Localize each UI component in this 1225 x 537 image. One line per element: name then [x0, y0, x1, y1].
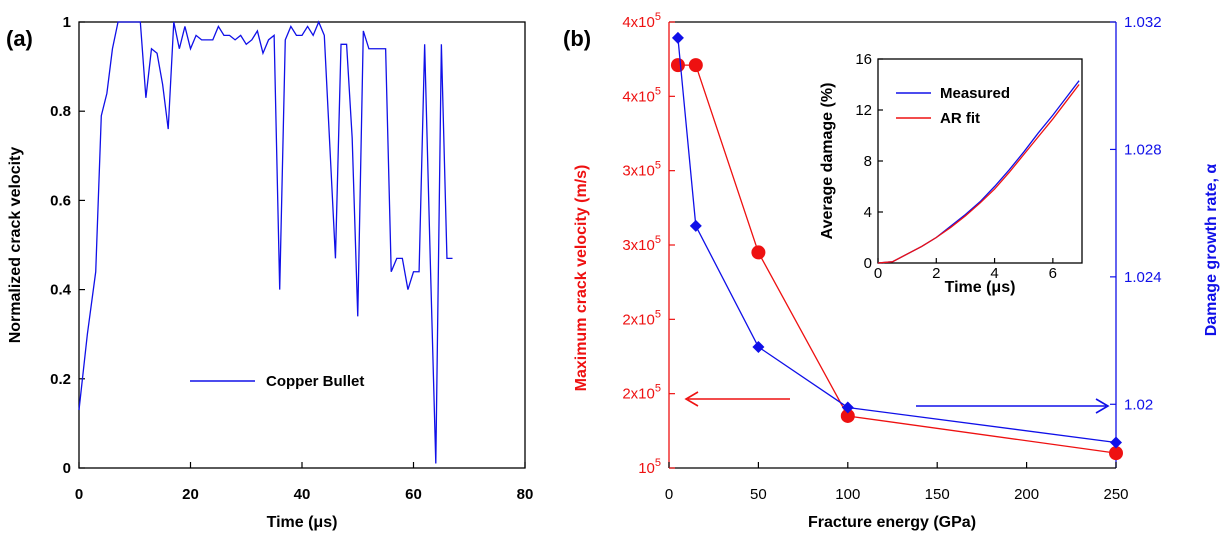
data-point-damage-growth-rate	[752, 340, 765, 353]
panel-a-y-tick-label: 0.4	[50, 282, 72, 299]
panel-b-left-tick-label: 3x105	[622, 234, 661, 254]
data-point-damage-growth-rate	[671, 31, 684, 44]
panel-b-x-tick-label: 100	[835, 486, 860, 503]
data-point-crack-velocity	[670, 58, 685, 73]
inset-x-tick-label: 0	[874, 265, 882, 282]
panel-b-left-tick-label: 2x105	[622, 383, 661, 403]
inset-x-axis-title: Time (μs)	[945, 279, 1016, 296]
panel-b-left-tick-label: 3x105	[622, 160, 661, 180]
data-point-crack-velocity	[1109, 446, 1123, 461]
panel-a-series	[78, 20, 453, 464]
panel-b-right-tick-label: 1.02	[1124, 396, 1153, 413]
panel-a-y-tick-label: 0	[63, 460, 71, 477]
panel-b-x-tick-label: 200	[1014, 486, 1039, 503]
panel-a-legend: Copper Bullet	[190, 373, 364, 390]
inset-x-ticks: 0 2 4 6	[874, 258, 1057, 282]
legend-label-ar-fit: AR fit	[940, 110, 980, 127]
inset-legend: Measured AR fit	[896, 85, 1010, 127]
legend-label-measured: Measured	[940, 85, 1010, 102]
panel-b-left-tick-label: 4x105	[622, 85, 661, 105]
panel-a-y-tick-label: 0.8	[50, 103, 71, 120]
panel-a-x-tick-label: 40	[294, 486, 311, 503]
panel-b-x-tick-label: 50	[750, 486, 767, 503]
series-line-measured	[877, 80, 1080, 264]
panel-a-y-tick-label: 0.2	[50, 371, 71, 388]
panel-a-plot-frame	[78, 21, 526, 469]
panel-a-x-ticks: 0 20 40 60 80	[75, 462, 534, 503]
inset-x-tick-label: 6	[1049, 265, 1057, 282]
legend-label-copper-bullet: Copper Bullet	[266, 373, 364, 390]
panel-b-right-tick-label: 1.032	[1124, 14, 1162, 31]
data-point-crack-velocity	[688, 58, 703, 73]
inset-x-tick-label: 4	[990, 265, 998, 282]
panel-b-left-tick-label: 2x105	[622, 308, 661, 328]
data-point-damage-growth-rate	[1110, 436, 1122, 449]
panel-a-y-tick-label: 0.6	[50, 192, 71, 209]
panel-b-left-ticks: 105 2x105 2x105 3x105 3x105 4x105 4x105	[622, 11, 675, 477]
data-point-crack-velocity	[751, 245, 766, 260]
panel-a-y-ticks: 0 0.2 0.4 0.6 0.8 1	[50, 14, 85, 477]
inset-y-tick-label: 12	[855, 102, 872, 119]
left-arrow-head	[684, 391, 699, 407]
panel-b-series	[670, 31, 1123, 461]
inset-y-tick-label: 4	[864, 204, 872, 221]
panel-b-x-tick-label: 0	[665, 486, 673, 503]
series-line-copper-bullet	[78, 20, 453, 464]
panel-a: (a) 0 20 40 60 80 0 0.2 0.4 0.6 0.8 1 Time (μs) N…	[6, 14, 533, 531]
panel-b-x-ticks: 0 50 100 150 200 250	[665, 462, 1129, 503]
panel-b-x-tick-label: 250	[1103, 486, 1128, 503]
panel-b-right-tick-label: 1.028	[1124, 141, 1162, 158]
right-axis-arrow	[916, 398, 1110, 414]
panel-b: (b) 0 50 100 150 200 250 1052x1052x1053x1053x…	[563, 11, 1220, 531]
panel-a-x-tick-label: 60	[405, 486, 422, 503]
panel-a-label: (a)	[6, 26, 33, 51]
panel-b-right-tick-label: 1.024	[1124, 269, 1162, 286]
data-point-damage-growth-rate	[689, 219, 702, 232]
right-arrow-head	[1095, 398, 1110, 414]
inset-y-axis-title: Average damage (%)	[819, 83, 836, 240]
panel-b-x-tick-label: 150	[925, 486, 950, 503]
inset-y-tick-label: 0	[864, 255, 872, 272]
panel-b-left-tick-label: 105	[638, 457, 661, 477]
panel-b-left-axis-title: Maximum crack velocity (m/s)	[573, 165, 590, 392]
panel-a-y-axis-title: Normalized crack velocity	[7, 147, 24, 344]
panel-a-y-tick-label: 1	[63, 14, 71, 31]
inset-chart: 0 2 4 6 0 4 8 12 16 Time (μs) Average damage (%…	[819, 51, 1083, 296]
panel-a-x-axis-title: Time (μs)	[267, 514, 338, 531]
panel-a-x-tick-label: 20	[182, 486, 199, 503]
inset-y-ticks: 0 4 8 12 16	[855, 51, 883, 272]
left-axis-arrow	[684, 391, 790, 407]
panel-a-x-tick-label: 80	[517, 486, 534, 503]
inset-x-tick-label: 2	[932, 265, 940, 282]
inset-series	[877, 80, 1080, 264]
panel-b-label: (b)	[563, 26, 591, 51]
inset-y-tick-label: 16	[855, 51, 872, 68]
series-line-damage-growth-rate	[677, 37, 1117, 444]
panel-b-right-axis-title: Damage growth rate, α	[1203, 164, 1220, 337]
panel-b-left-tick-label: 4x105	[622, 11, 661, 31]
data-point-crack-velocity	[840, 408, 855, 423]
panel-b-right-ticks: 1.02 1.024 1.028 1.032	[1110, 14, 1162, 413]
data-point-damage-growth-rate	[841, 401, 854, 414]
panel-a-x-tick-label: 0	[75, 486, 83, 503]
series-line-ar-fit	[877, 84, 1080, 264]
panel-b-x-axis-title: Fracture energy (GPa)	[808, 514, 976, 531]
inset-y-tick-label: 8	[864, 153, 872, 170]
